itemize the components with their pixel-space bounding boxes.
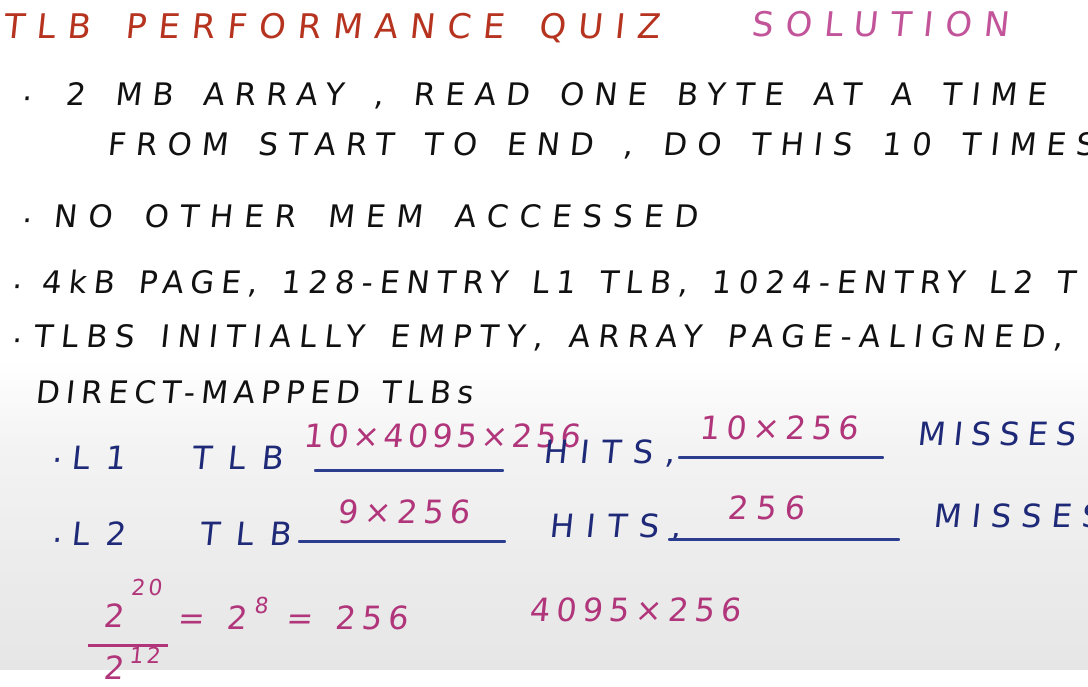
numerator-exponent: 20 [129,576,167,601]
bullet-marker: · [20,203,43,239]
l2-misses-underline [668,538,900,541]
solution-label: SOLUTION [749,5,1024,45]
l2-misses-word: MISSES [932,497,1088,535]
l2-label: L2 TLB [70,515,310,553]
denominator-base: 2 [102,649,131,687]
l1-hits-underline [314,469,504,472]
l2-hits-underline [298,540,506,543]
side-note-product: 4095×256 [528,591,750,629]
power-result: 256 [333,599,417,637]
fraction-bar [88,644,168,647]
quiz-title: TLB PERFORMANCE QUIZ [1,7,675,47]
bullet-page-tlb-sizes: 4kB PAGE, 128-ENTRY L1 TLB, 1024-ENTRY L… [40,265,1085,301]
l2-misses-value: 256 [726,489,816,527]
bullet-tlbs-initially-empty: TLBS INITIALLY EMPTY, ARRAY PAGE-ALIGNED… [32,319,1074,355]
fraction-numerator: 220 [102,576,167,635]
l1-hits-word: HITS, [542,433,690,471]
bullet-marker: · [10,323,33,359]
l2-hits-value: 9×256 [336,493,479,531]
l1-misses-value: 10×256 [698,409,867,447]
power-equation: = 28 = 256 [176,594,417,637]
bullet-array-line2: FROM START TO END , DO THIS 10 TIMES [106,127,1088,163]
l1-misses-word: MISSES [916,415,1087,453]
numerator-base: 2 [102,597,131,635]
power-base: 2 [224,599,256,637]
fraction-denominator: 212 [102,644,165,687]
bullet-direct-mapped: DIRECT-MAPPED TLBs [34,375,482,411]
equals-sign: = [176,599,213,637]
bullet-marker: · [10,269,33,305]
bullet-marker: · [20,81,43,117]
l1-misses-underline [678,456,884,459]
power-exponent: 8 [253,594,273,619]
l1-label: L1 TLB [70,439,302,477]
bullet-no-other-mem: NO OTHER MEM ACCESSED [52,199,712,235]
denominator-exponent: 12 [128,644,165,669]
l1-marker: · [50,441,74,479]
bullet-array-line1: 2 MB ARRAY , READ ONE BYTE AT A TIME [64,77,1059,113]
equals-sign: = [284,599,322,637]
